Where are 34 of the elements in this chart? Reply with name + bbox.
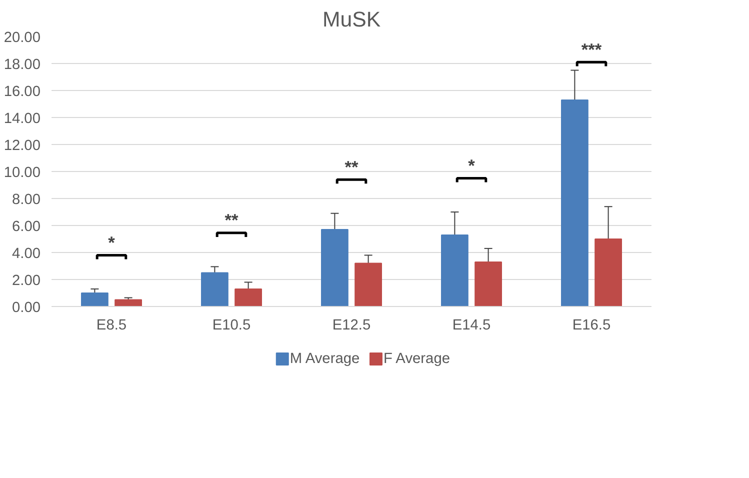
annotation: ** <box>224 210 238 230</box>
y-tick-label: 12.00 <box>4 138 41 154</box>
bar <box>441 234 468 306</box>
bar <box>594 238 622 306</box>
legend-label: F Average <box>383 351 450 367</box>
annotation: *** <box>581 39 602 60</box>
bar <box>81 292 108 306</box>
annotation: * <box>108 232 116 252</box>
bar <box>321 229 348 306</box>
y-tick-label: 2.00 <box>12 273 41 289</box>
bar <box>201 272 228 306</box>
bar <box>561 99 588 306</box>
x-tick-label: E16.5 <box>572 318 611 334</box>
annotation: ** <box>344 156 358 177</box>
bar <box>474 261 502 306</box>
x-tick-label: E8.5 <box>96 318 127 334</box>
y-tick-label: 8.00 <box>12 192 41 208</box>
legend-label: M Average <box>290 351 360 367</box>
bar <box>234 288 262 306</box>
y-tick-label: 20.00 <box>4 30 41 46</box>
x-tick-label: E10.5 <box>212 318 251 334</box>
y-tick-label: 16.00 <box>4 84 41 100</box>
x-tick-label: E14.5 <box>452 318 491 334</box>
y-tick-label: 10.00 <box>4 165 41 181</box>
y-tick-label: 4.00 <box>12 246 41 262</box>
annotation: * <box>468 156 476 176</box>
y-tick-label: 6.00 <box>12 219 41 235</box>
chart-title: MuSK <box>322 8 381 32</box>
y-tick-label: 14.00 <box>4 111 41 127</box>
y-tick-label: 0.00 <box>12 300 41 316</box>
x-tick-label: E12.5 <box>332 318 371 334</box>
bar <box>354 262 382 306</box>
bar <box>114 299 142 306</box>
y-tick-label: 18.00 <box>4 57 41 73</box>
